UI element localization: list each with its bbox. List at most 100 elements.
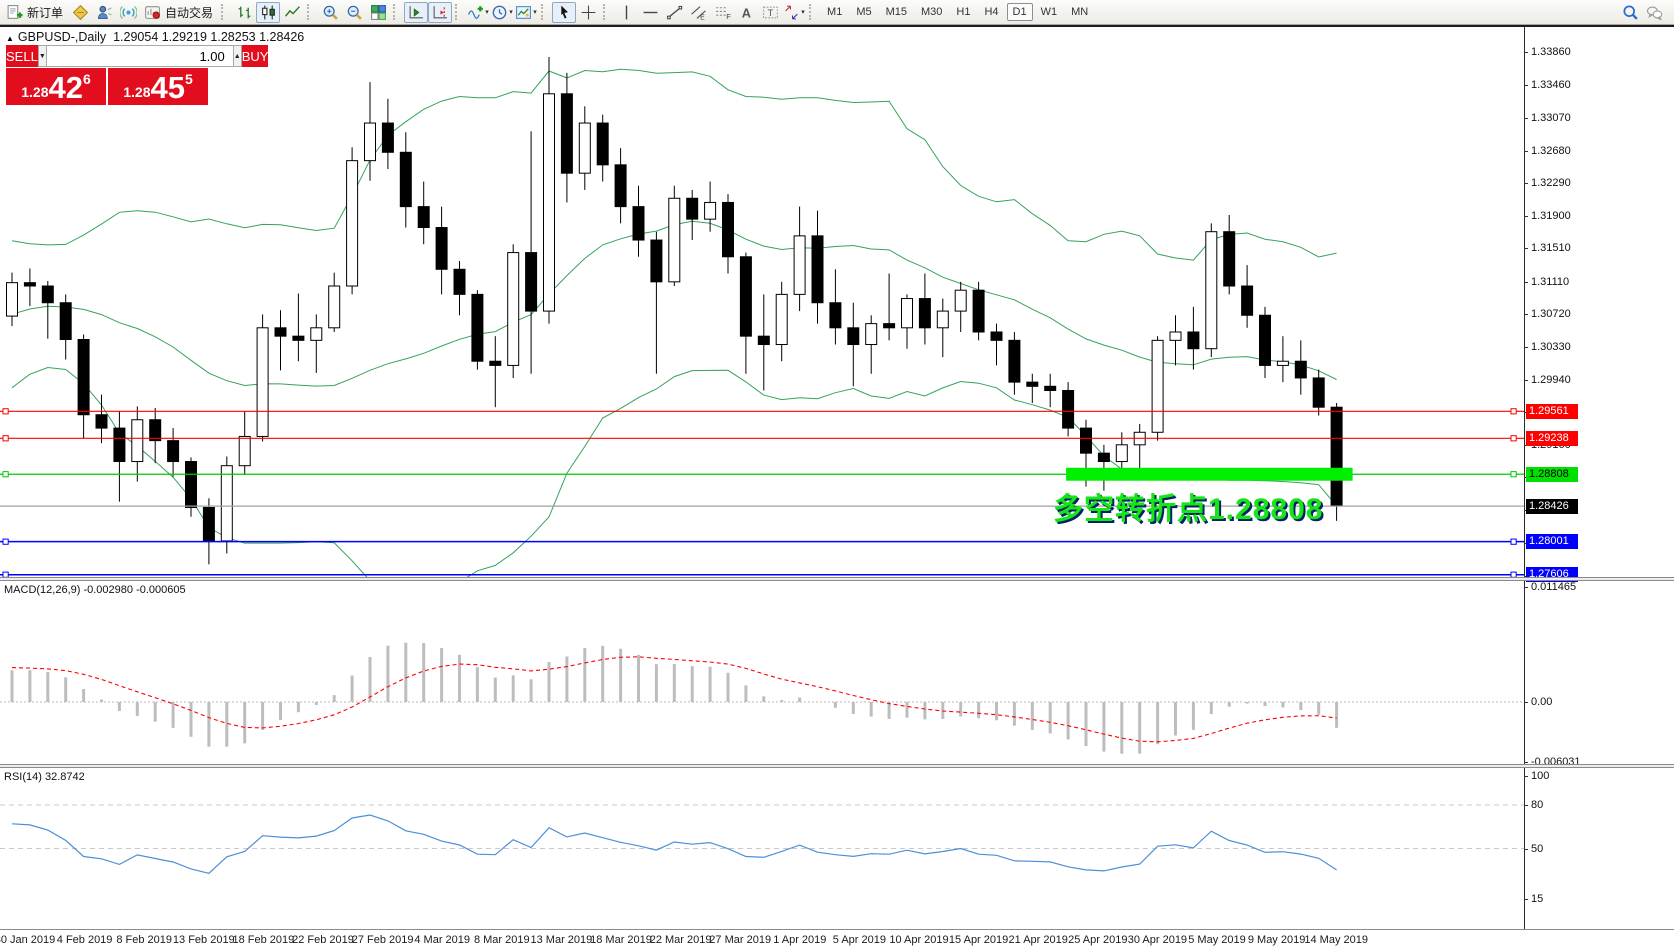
date-label: 4 Mar 2019 (414, 934, 471, 946)
trendline-button[interactable] (662, 2, 686, 23)
tile-windows-icon (370, 4, 386, 20)
line-handle[interactable] (1510, 435, 1517, 442)
macd-pane[interactable] (0, 582, 1524, 764)
rsi-tick-mark (1524, 776, 1528, 777)
signals-button[interactable] (116, 2, 140, 23)
autotrading-button[interactable] (140, 2, 164, 23)
horizontal-line-button[interactable] (638, 2, 662, 23)
price-badge-1.29561: 1.29561 (1526, 403, 1578, 419)
crosshair-button[interactable] (576, 2, 600, 23)
bear-candle (292, 335, 305, 341)
macd-tick-label: 0.00 (1531, 696, 1553, 708)
cursor-button[interactable] (552, 1, 577, 23)
new-order-button-label[interactable]: 新订单 (27, 5, 64, 20)
timeframe-m15-button[interactable]: M15 (885, 6, 907, 18)
timeframe-h4-button[interactable]: H4 (984, 6, 999, 18)
price-tick-mark (1524, 215, 1528, 217)
profiles-button[interactable] (92, 2, 116, 23)
bear-candle (525, 252, 538, 312)
volume-up-button[interactable]: ▲ (232, 45, 242, 67)
vertical-line-button[interactable] (614, 2, 638, 23)
text-label-icon: T (762, 6, 778, 19)
main-chart-pane[interactable] (0, 26, 1524, 578)
periods-icon (492, 5, 507, 19)
new-order-button[interactable] (2, 2, 26, 23)
templates-button[interactable]: ▾ (514, 2, 538, 23)
bear-candle (471, 293, 484, 362)
volume-input[interactable] (46, 45, 233, 67)
templates-icon (516, 5, 532, 19)
sell-button[interactable]: SELL (6, 45, 38, 67)
line-handle[interactable] (2, 538, 9, 545)
chat-icon (1646, 6, 1662, 20)
fibonacci-button[interactable]: F (710, 2, 734, 23)
toolbar-grip (541, 4, 548, 20)
bear-candle (202, 506, 215, 542)
rsi-pane[interactable] (0, 768, 1524, 929)
bear-candle (417, 206, 430, 229)
chat-button[interactable] (1642, 2, 1666, 23)
line-handle[interactable] (1510, 408, 1517, 415)
date-label: 8 Mar 2019 (473, 934, 530, 946)
bar-chart-button[interactable] (232, 2, 256, 23)
zoom-in-button[interactable] (318, 2, 342, 23)
bull-candle (954, 289, 967, 312)
line-handle[interactable] (1510, 538, 1517, 545)
zoom-out-icon (347, 5, 362, 20)
svg-text:T: T (767, 8, 773, 19)
rsi-splitter[interactable] (0, 764, 1674, 768)
equidistant-channel-button[interactable]: E (686, 2, 710, 23)
buy-button[interactable]: BUY (241, 45, 269, 67)
timeframe-m1-button[interactable]: M1 (827, 6, 843, 18)
line-handle[interactable] (2, 435, 9, 442)
annotation-text[interactable]: 多空转折点1.28808 (1053, 493, 1324, 526)
buy-price-button[interactable]: 1.28 45 5 (108, 68, 208, 105)
sell-price-sup: 6 (82, 71, 91, 87)
auto-scroll-button[interactable] (404, 1, 429, 23)
candlestick-button[interactable] (256, 1, 281, 23)
line-handle[interactable] (1510, 471, 1517, 478)
periods-button[interactable]: ▾ (490, 2, 514, 23)
shapes-button[interactable]: ▾ (782, 2, 806, 23)
pane-bottom-border (0, 929, 1674, 930)
macd-splitter[interactable] (0, 577, 1674, 581)
timeframe-h1-button[interactable]: H1 (956, 6, 971, 18)
bear-candle (883, 323, 896, 329)
line-chart-button[interactable] (280, 2, 304, 23)
bull-candle (936, 310, 949, 329)
timeframe-mn-button[interactable]: MN (1071, 6, 1089, 18)
text-button[interactable]: A (734, 2, 758, 23)
horizontal-line-icon (643, 11, 657, 13)
tile-windows-button[interactable] (366, 2, 390, 23)
bear-candle (829, 302, 842, 329)
autotrading-button-label[interactable]: 自动交易 (165, 5, 214, 20)
bear-candle (972, 289, 985, 333)
timeframe-w1-button[interactable]: W1 (1040, 6, 1058, 18)
macd-tick-mark (1524, 587, 1528, 589)
highlight-bar[interactable] (1066, 467, 1353, 481)
chart-shift-button[interactable] (428, 1, 453, 23)
bear-candle (686, 197, 699, 220)
timeframe-m30-button[interactable]: M30 (921, 6, 943, 18)
zoom-out-button[interactable] (342, 2, 366, 23)
timeframe-m5-button[interactable]: M5 (856, 6, 872, 18)
rsi-tick-mark (1524, 805, 1528, 806)
zoom-in-icon (323, 5, 338, 20)
sell-price-button[interactable]: 1.28 42 6 (6, 68, 106, 105)
line-handle[interactable] (2, 408, 9, 415)
date-label: 8 Feb 2019 (116, 934, 173, 946)
timeframe-d1-button[interactable]: D1 (1006, 3, 1033, 21)
text-label-button[interactable]: T (758, 2, 782, 23)
search-button[interactable] (1618, 2, 1642, 23)
toolbar-grip (809, 4, 816, 20)
bear-candle (722, 201, 734, 258)
date-label: 25 Apr 2019 (1068, 934, 1128, 946)
metaeditor-button[interactable] (68, 2, 92, 23)
line-handle[interactable] (2, 471, 9, 478)
collapse-icon[interactable]: ▲ (6, 34, 14, 43)
volume-down-button[interactable]: ▼ (37, 45, 47, 67)
indicators-button[interactable]: ▾ (466, 2, 490, 23)
bull-candle (543, 93, 555, 312)
price-tick-label: 1.31900 (1531, 209, 1571, 222)
